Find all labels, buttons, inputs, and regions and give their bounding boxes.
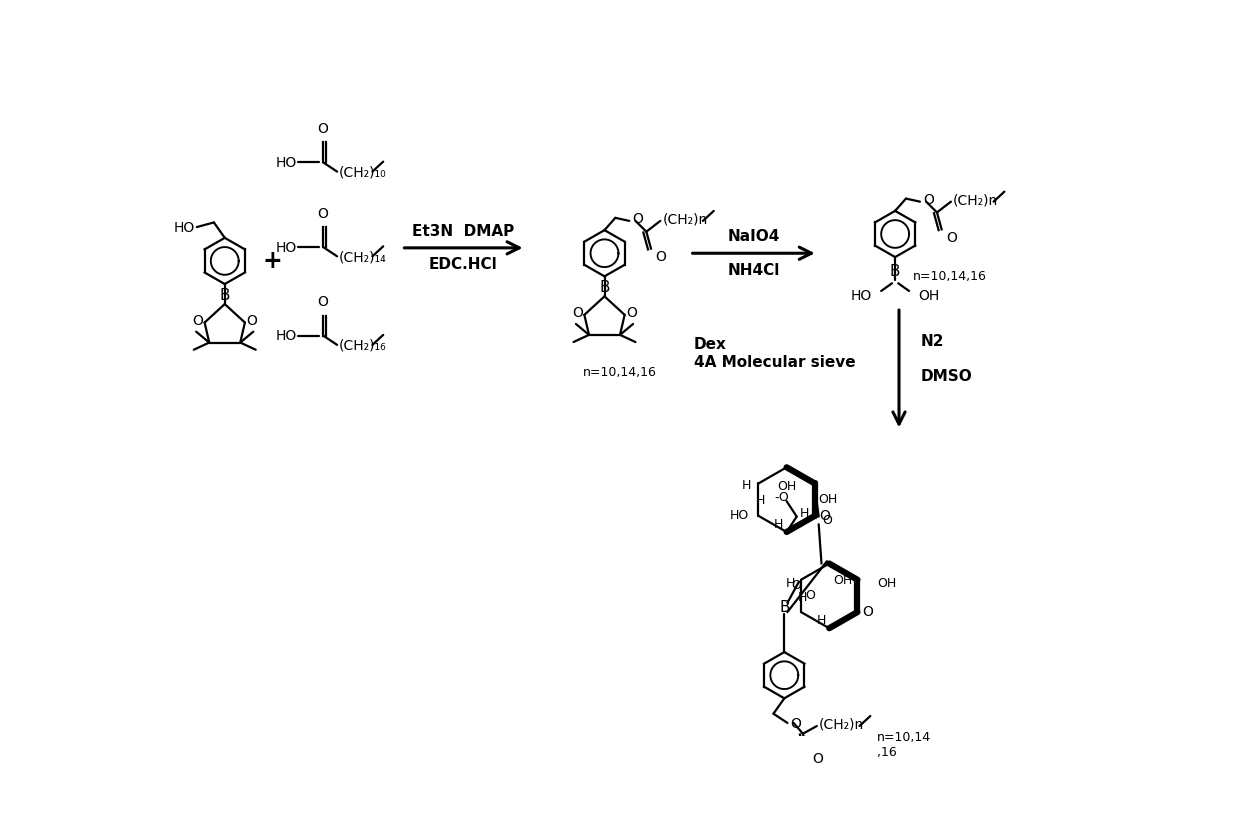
- Text: O: O: [317, 122, 329, 136]
- Text: O: O: [632, 213, 644, 227]
- Text: Et3N  DMAP: Et3N DMAP: [413, 224, 515, 239]
- Text: OH: OH: [877, 577, 897, 590]
- Text: O: O: [317, 295, 329, 309]
- Text: H: H: [800, 507, 810, 520]
- Text: -O: -O: [774, 491, 789, 504]
- Text: OH: OH: [833, 574, 852, 587]
- Text: NH4Cl: NH4Cl: [728, 263, 780, 278]
- Text: O: O: [317, 207, 329, 221]
- Text: O: O: [791, 718, 801, 731]
- Text: B: B: [219, 288, 229, 303]
- Text: HO: HO: [730, 509, 749, 523]
- Text: O: O: [862, 605, 873, 619]
- Text: H: H: [797, 591, 807, 605]
- Text: HO: HO: [275, 241, 296, 255]
- Text: H: H: [785, 577, 795, 590]
- Text: HO: HO: [174, 221, 195, 235]
- Text: H: H: [742, 480, 750, 492]
- Text: (CH₂)₁₄: (CH₂)₁₄: [339, 250, 387, 264]
- Text: +: +: [263, 249, 283, 273]
- Text: HO: HO: [851, 289, 872, 303]
- Text: (CH₂)n: (CH₂)n: [820, 718, 864, 731]
- Text: DMSO: DMSO: [920, 369, 972, 384]
- Text: B: B: [599, 280, 610, 294]
- Text: O: O: [626, 306, 637, 320]
- Text: HO: HO: [275, 329, 296, 343]
- Text: O: O: [656, 250, 667, 264]
- Text: (CH₂)₁₀: (CH₂)₁₀: [339, 165, 387, 179]
- Text: O: O: [946, 231, 957, 245]
- Text: H: H: [817, 614, 826, 627]
- Text: O: O: [822, 514, 832, 527]
- Text: O: O: [923, 194, 934, 207]
- Text: n=10,14
,16: n=10,14 ,16: [877, 731, 931, 759]
- Text: NaIO4: NaIO4: [728, 229, 780, 244]
- Text: H: H: [755, 494, 765, 507]
- Text: n=10,14,16: n=10,14,16: [913, 270, 986, 283]
- Text: Dex
4A Molecular sieve: Dex 4A Molecular sieve: [693, 337, 856, 370]
- Text: B: B: [779, 600, 790, 615]
- Text: O: O: [247, 314, 258, 328]
- Text: (CH₂)n: (CH₂)n: [662, 213, 708, 227]
- Text: EDC.HCl: EDC.HCl: [429, 257, 497, 272]
- Text: B: B: [890, 265, 900, 280]
- Text: O: O: [812, 753, 823, 766]
- Text: O: O: [820, 509, 831, 523]
- Text: H: H: [774, 518, 782, 531]
- Text: O: O: [572, 306, 583, 320]
- Text: N2: N2: [920, 334, 944, 349]
- Text: OH: OH: [818, 493, 838, 505]
- Text: (CH₂)₁₆: (CH₂)₁₆: [339, 338, 387, 352]
- Text: OH: OH: [777, 480, 796, 493]
- Text: OH: OH: [919, 289, 940, 303]
- Text: n=10,14,16: n=10,14,16: [583, 366, 657, 379]
- Text: O: O: [791, 579, 801, 591]
- Text: HO: HO: [275, 156, 296, 170]
- Text: O: O: [805, 589, 815, 602]
- Text: (CH₂)n: (CH₂)n: [954, 194, 998, 207]
- Text: O: O: [192, 314, 203, 328]
